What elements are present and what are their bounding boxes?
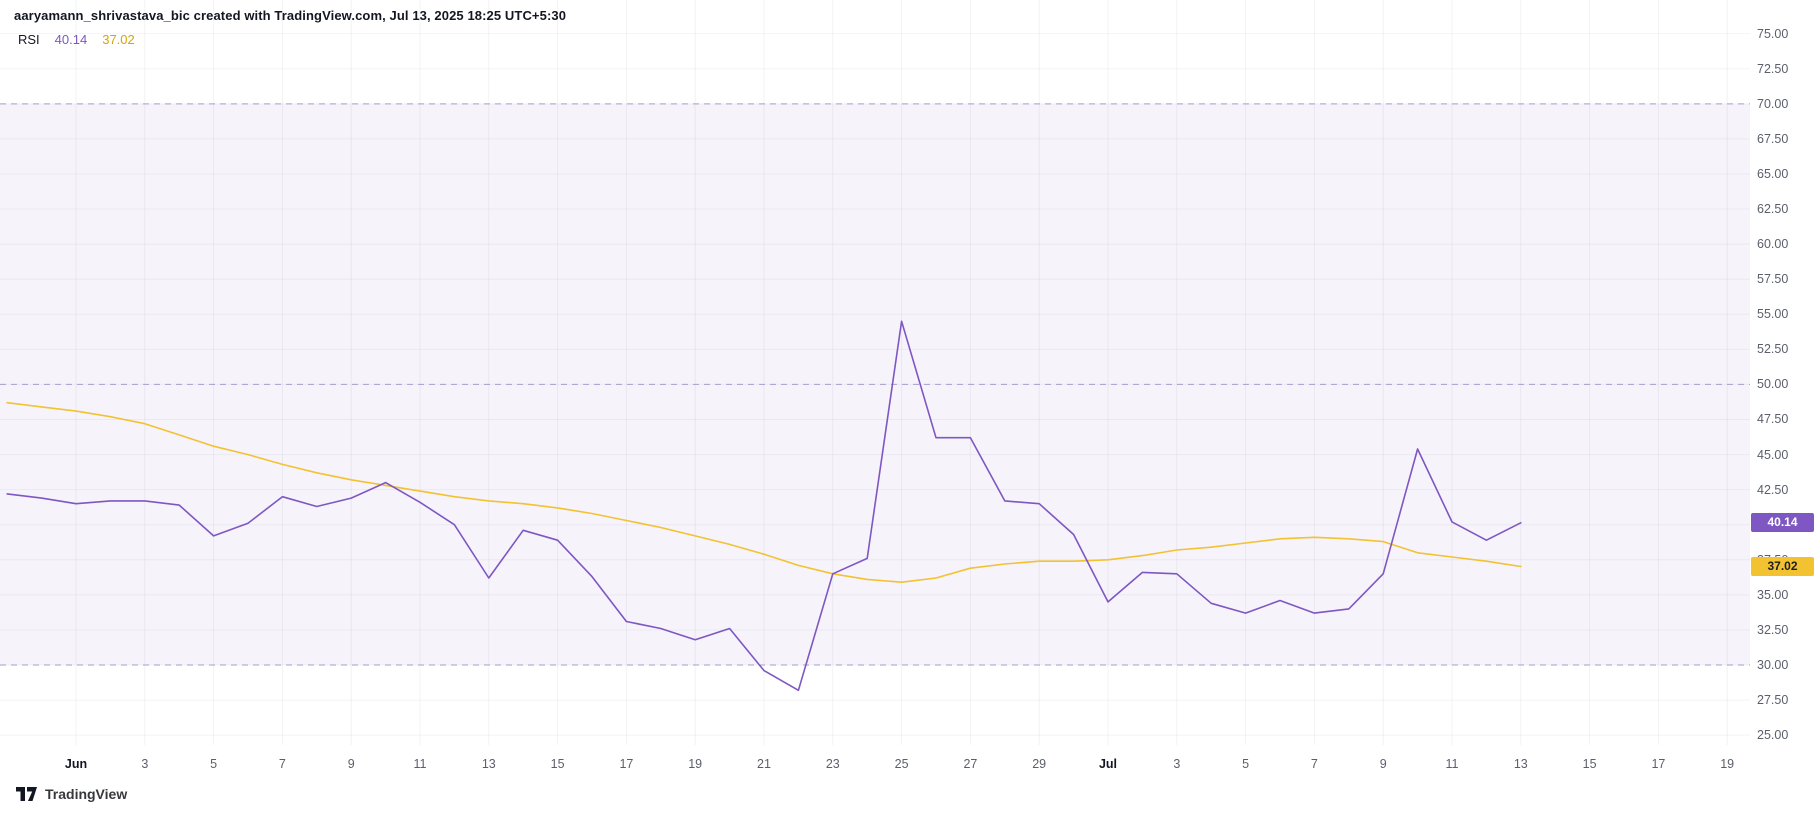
y-axis-tick-label: 65.00 xyxy=(1757,166,1789,181)
y-axis-tick-label: 75.00 xyxy=(1757,26,1789,41)
y-axis-tick-label: 52.50 xyxy=(1757,342,1789,357)
x-axis-tick-label: 17 xyxy=(1651,757,1666,771)
x-axis-tick-label: 23 xyxy=(825,757,840,771)
ma-axis-price-badge: 37.02 xyxy=(1751,557,1814,577)
x-axis-tick-label: 15 xyxy=(1582,757,1597,771)
x-axis-tick-label: 9 xyxy=(347,757,355,771)
y-axis-tick-label: 57.50 xyxy=(1757,272,1789,287)
x-axis-tick-label: 15 xyxy=(550,757,565,771)
rsi-current-value: 40.14 xyxy=(54,32,88,47)
x-axis-tick-label: 7 xyxy=(278,757,286,771)
x-axis-tick-label: 7 xyxy=(1310,757,1318,771)
x-axis-tick-label: 11 xyxy=(1445,757,1459,771)
ma-line[interactable] xyxy=(6,401,1522,584)
x-axis-tick-label: 13 xyxy=(1513,757,1528,771)
indicator-name-label[interactable]: RSI xyxy=(18,32,40,47)
y-axis-tick-label: 35.00 xyxy=(1757,587,1789,602)
x-axis-tick-label: 19 xyxy=(688,757,703,771)
x-axis-tick-label: 17 xyxy=(619,757,634,771)
y-axis-tick-label: 62.50 xyxy=(1757,202,1789,217)
x-axis-tick-label: 9 xyxy=(1379,757,1387,771)
x-axis-tick-label: 3 xyxy=(141,757,149,771)
x-axis-tick-label: 3 xyxy=(1173,757,1181,771)
y-axis-tick-label: 32.50 xyxy=(1757,622,1789,637)
x-axis-tick-label: Jun xyxy=(64,757,88,771)
y-axis-tick-label: 50.00 xyxy=(1757,377,1789,392)
y-axis-tick-label: 42.50 xyxy=(1757,482,1789,497)
x-axis-tick-label: 13 xyxy=(481,757,496,771)
x-axis-tick-label: 5 xyxy=(1242,757,1250,771)
rsi-line[interactable] xyxy=(6,320,1522,692)
y-axis-tick-label: 67.50 xyxy=(1757,131,1789,146)
y-axis-tick-label: 30.00 xyxy=(1757,658,1789,673)
x-axis-tick-label: 21 xyxy=(757,757,771,771)
y-axis-tick-label: 72.50 xyxy=(1757,61,1789,76)
tradingview-logo-icon xyxy=(16,787,37,801)
tradingview-branding[interactable]: TradingView xyxy=(16,786,127,802)
ma-current-value: 37.02 xyxy=(102,32,135,47)
x-axis-tick-label: 29 xyxy=(1032,757,1047,771)
y-axis-tick-label: 70.00 xyxy=(1757,96,1789,111)
y-axis-tick-label: 47.50 xyxy=(1757,412,1789,427)
tradingview-wordmark: TradingView xyxy=(45,786,128,802)
y-axis-tick-label: 45.00 xyxy=(1757,447,1789,462)
x-axis-tick-label: 5 xyxy=(210,757,218,771)
y-axis-tick-label: 55.00 xyxy=(1757,307,1789,322)
x-axis-tick-label: 27 xyxy=(963,757,978,771)
indicator-legend: RSI 40.14 37.02 xyxy=(18,32,135,47)
y-axis-tick-label: 27.50 xyxy=(1757,693,1789,708)
chart-attribution-title: aaryamann_shrivastava_bic created with T… xyxy=(14,8,567,23)
y-axis-tick-label: 60.00 xyxy=(1757,237,1789,252)
x-axis-tick-label: 11 xyxy=(413,757,427,771)
y-axis-tick-label: 25.00 xyxy=(1757,728,1789,743)
rsi-axis-price-badge: 40.14 xyxy=(1751,513,1814,533)
x-axis-tick-label: 19 xyxy=(1720,757,1735,771)
x-axis-tick-label: 25 xyxy=(894,757,909,771)
x-axis-tick-label: Jul xyxy=(1098,757,1118,771)
